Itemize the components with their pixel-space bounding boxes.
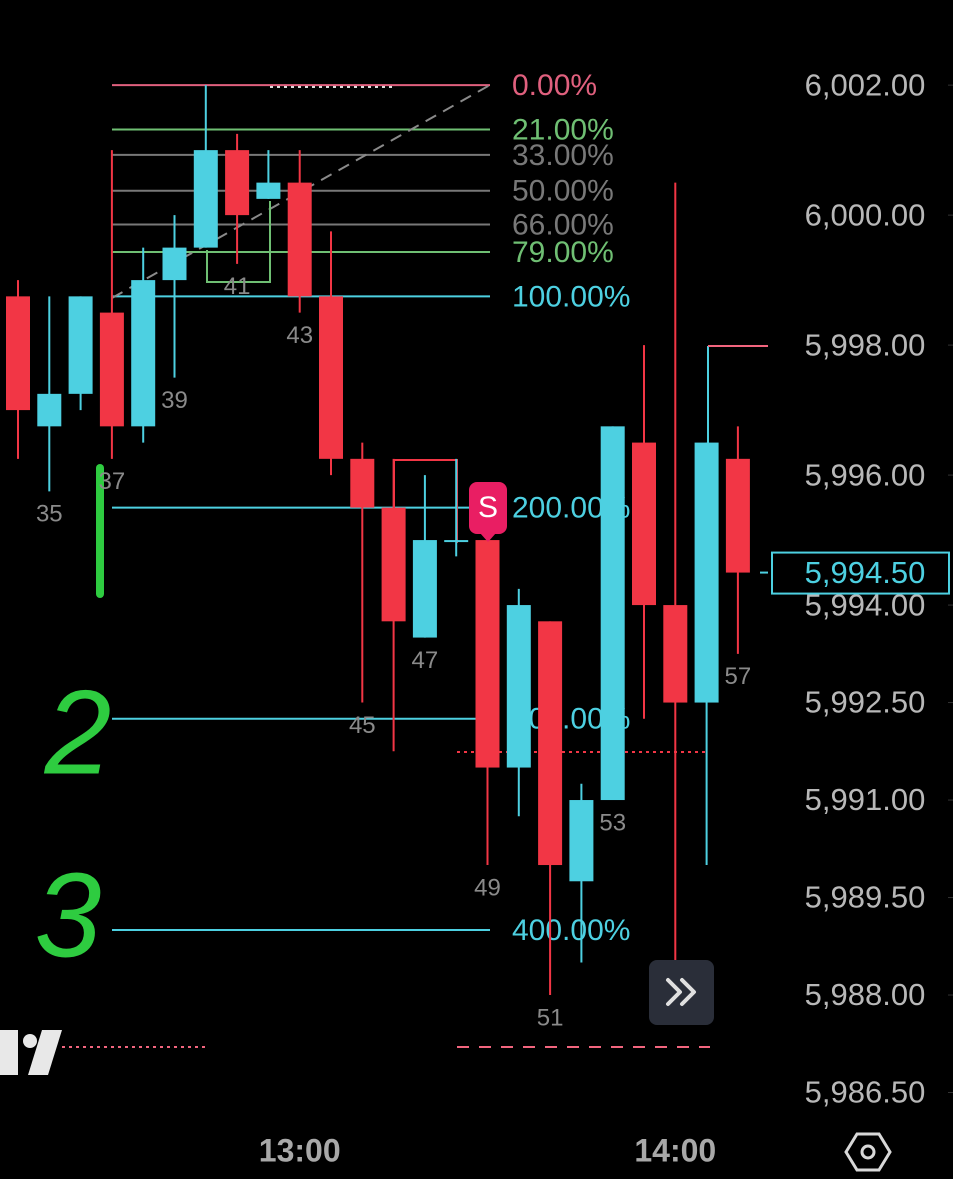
bar-number: 57	[725, 663, 752, 690]
y-tick-label: 5,996.00	[805, 457, 926, 492]
y-tick-label: 5,989.50	[805, 880, 926, 915]
highlight-bar	[96, 464, 104, 598]
candle-body	[6, 296, 30, 411]
candle-body	[287, 182, 312, 297]
candle-body	[569, 800, 594, 882]
candle-body	[350, 458, 375, 508]
signal-label: S	[478, 491, 498, 524]
fib-trend-line	[111, 84, 491, 299]
candle-body	[193, 150, 218, 248]
bar-number: 49	[474, 874, 501, 901]
handwritten-note: 2	[44, 666, 112, 800]
fib-level-label: 400.00%	[512, 914, 630, 947]
range-box	[206, 201, 271, 283]
fib-level-label: 50.00%	[512, 175, 614, 208]
settings-icon-center	[860, 1144, 876, 1160]
candle-body	[663, 605, 688, 703]
logo-part	[23, 1034, 37, 1048]
candle-body	[412, 540, 437, 638]
candles	[6, 85, 750, 996]
settings-icon[interactable]	[844, 1132, 892, 1172]
y-tick-label: 5,991.00	[805, 782, 926, 817]
candle-body	[381, 507, 406, 622]
y-tick-label: 5,986.50	[805, 1075, 926, 1110]
candle-body	[37, 393, 62, 427]
logo-part	[28, 1030, 62, 1075]
fib-level-label: 79.00%	[512, 236, 614, 269]
y-tick-label: 5,992.50	[805, 685, 926, 720]
bar-number: 41	[224, 273, 251, 300]
fib-level-label: 100.00%	[512, 280, 630, 313]
candle-body	[444, 540, 469, 543]
scroll-to-latest-button[interactable]	[649, 960, 714, 1025]
candle-body	[131, 280, 156, 427]
bar-number: 51	[537, 1004, 564, 1031]
handwritten-note: 3	[35, 849, 102, 983]
candle-body	[225, 150, 250, 216]
logo	[0, 1030, 62, 1075]
bar-number: 53	[599, 809, 626, 836]
candle-body	[632, 442, 656, 606]
x-tick-label: 14:00	[634, 1132, 716, 1168]
y-tick-label: 5,998.00	[805, 327, 926, 362]
fib-level-label: 66.00%	[512, 208, 614, 241]
x-tick-label: 13:00	[259, 1132, 341, 1168]
bar-number: 47	[412, 647, 439, 674]
candle-body	[68, 296, 93, 394]
y-tick-label: 6,000.00	[805, 197, 926, 232]
last-price-label: 5,994.50	[805, 555, 926, 590]
bar-number: 45	[349, 712, 376, 739]
candle-body	[725, 458, 750, 573]
signal-pointer	[480, 533, 496, 542]
candle-body	[319, 296, 343, 459]
fib-level-label: 0.00%	[512, 69, 597, 102]
y-tick-label: 5,988.00	[805, 977, 926, 1012]
candle-body	[694, 442, 719, 703]
logo-part	[0, 1030, 18, 1075]
candle-body	[162, 247, 187, 281]
candle-body	[99, 312, 124, 427]
settings-button[interactable]	[844, 1132, 892, 1172]
candle-body	[256, 182, 281, 199]
bar-number: 39	[161, 387, 188, 414]
candle-body	[600, 426, 625, 801]
chevrons-icon	[666, 978, 696, 1006]
bar-number: 35	[36, 501, 63, 528]
last-price-box	[771, 551, 950, 595]
fib-level-label: 33.00%	[512, 139, 614, 172]
candle-body	[538, 621, 563, 866]
bar-number: 43	[286, 322, 313, 349]
y-tick-label: 6,002.00	[805, 67, 926, 102]
signal-marker[interactable]: S	[469, 482, 507, 542]
candle-body	[475, 540, 500, 768]
candle-body	[506, 605, 531, 768]
fib-level-label: 21.00%	[512, 113, 614, 146]
signal-box[interactable]	[469, 482, 507, 534]
bar-number: 37	[99, 468, 126, 495]
